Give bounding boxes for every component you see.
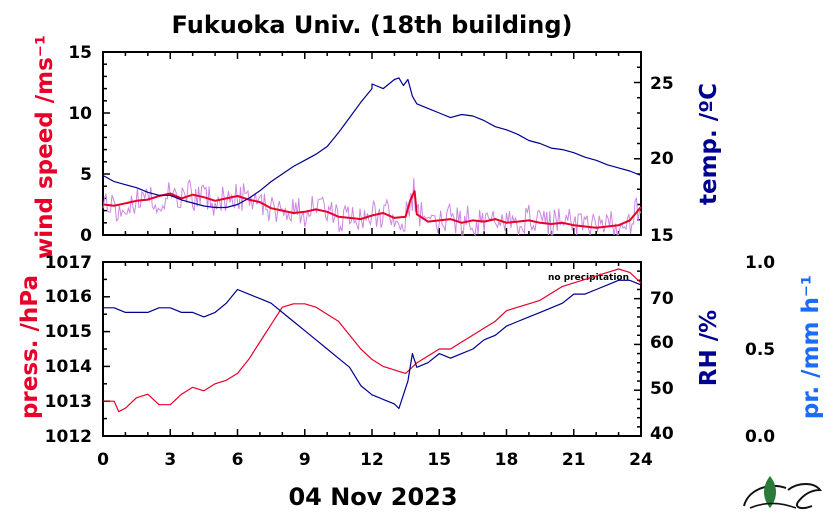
temp-tick-label: 20 xyxy=(650,149,674,169)
x-tick-label: 3 xyxy=(164,450,176,470)
rh-tick-label: 40 xyxy=(650,424,674,444)
wind-temp-ticks xyxy=(102,51,642,236)
pressure-rh-ticks xyxy=(102,261,642,437)
x-tick-label: 18 xyxy=(495,450,519,470)
chart-title: Fukuoka Univ. (18th building) xyxy=(172,11,573,39)
institute-logo xyxy=(743,476,823,510)
precipitation-axis-labels: 0.0 0.5 1.0 xyxy=(745,253,775,447)
precipitation-axis-title: pr. /mm h⁻¹ xyxy=(798,275,824,419)
pressure-rh-series xyxy=(103,268,642,413)
precip-tick-label: 1.0 xyxy=(745,253,775,273)
temp-tick-label: 25 xyxy=(650,74,674,94)
x-tick-label: 21 xyxy=(562,450,586,470)
x-tick-label: 0 xyxy=(97,450,109,470)
pressure-tick-label: 1012 xyxy=(45,427,92,447)
wind-tick-label: 10 xyxy=(68,104,92,124)
wind-tick-label: 0 xyxy=(80,226,92,246)
date-label: 04 Nov 2023 xyxy=(288,483,457,511)
pressure-tick-label: 1016 xyxy=(45,287,92,307)
pressure-axis-title: press. /hPa xyxy=(17,275,43,419)
x-tick-label: 12 xyxy=(360,450,384,470)
rh-axis-labels: 40 50 60 70 xyxy=(650,289,674,444)
x-tick-label: 15 xyxy=(427,450,451,470)
wind-temp-series xyxy=(102,77,642,237)
pressure-rh-panel: 1012 1013 1014 1015 1016 1017 40 50 60 7… xyxy=(17,253,824,447)
pressure-tick-label: 1014 xyxy=(45,357,92,377)
precip-tick-label: 0.5 xyxy=(745,340,775,360)
rh-tick-label: 70 xyxy=(650,289,674,309)
rh-tick-label: 50 xyxy=(650,379,674,399)
precip-tick-label: 0.0 xyxy=(745,427,775,447)
pressure-tick-label: 1015 xyxy=(45,322,92,342)
time-axis-labels: 0 3 6 9 12 15 18 21 24 xyxy=(97,450,653,470)
pressure-line xyxy=(103,268,642,413)
pressure-tick-label: 1013 xyxy=(45,392,92,412)
x-tick-label: 6 xyxy=(232,450,244,470)
wind-speed-raw-line xyxy=(102,178,642,237)
x-tick-label: 9 xyxy=(299,450,311,470)
rh-axis-title: RH /% xyxy=(696,310,722,386)
wind-temp-panel-frame xyxy=(102,51,642,236)
x-tick-label: 24 xyxy=(629,450,653,470)
wind-speed-axis-labels: 0 5 10 15 xyxy=(68,43,92,246)
wind-speed-line xyxy=(102,190,642,229)
humidity-line xyxy=(103,279,642,410)
rh-tick-label: 60 xyxy=(650,333,674,353)
temperature-axis-labels: 15 20 25 xyxy=(650,74,674,246)
temperature-axis-title: temp. /ºC xyxy=(696,83,722,205)
wind-temp-panel: 0 5 10 15 15 20 25 wind speed /ms⁻¹ temp… xyxy=(32,35,722,259)
wind-speed-axis-title: wind speed /ms⁻¹ xyxy=(32,35,58,259)
temp-tick-label: 15 xyxy=(650,226,674,246)
pressure-tick-label: 1017 xyxy=(45,253,92,273)
pressure-axis-labels: 1012 1013 1014 1015 1016 1017 xyxy=(45,253,92,447)
wind-tick-label: 15 xyxy=(68,43,92,63)
wind-tick-label: 5 xyxy=(80,165,92,185)
temperature-line xyxy=(102,77,642,209)
